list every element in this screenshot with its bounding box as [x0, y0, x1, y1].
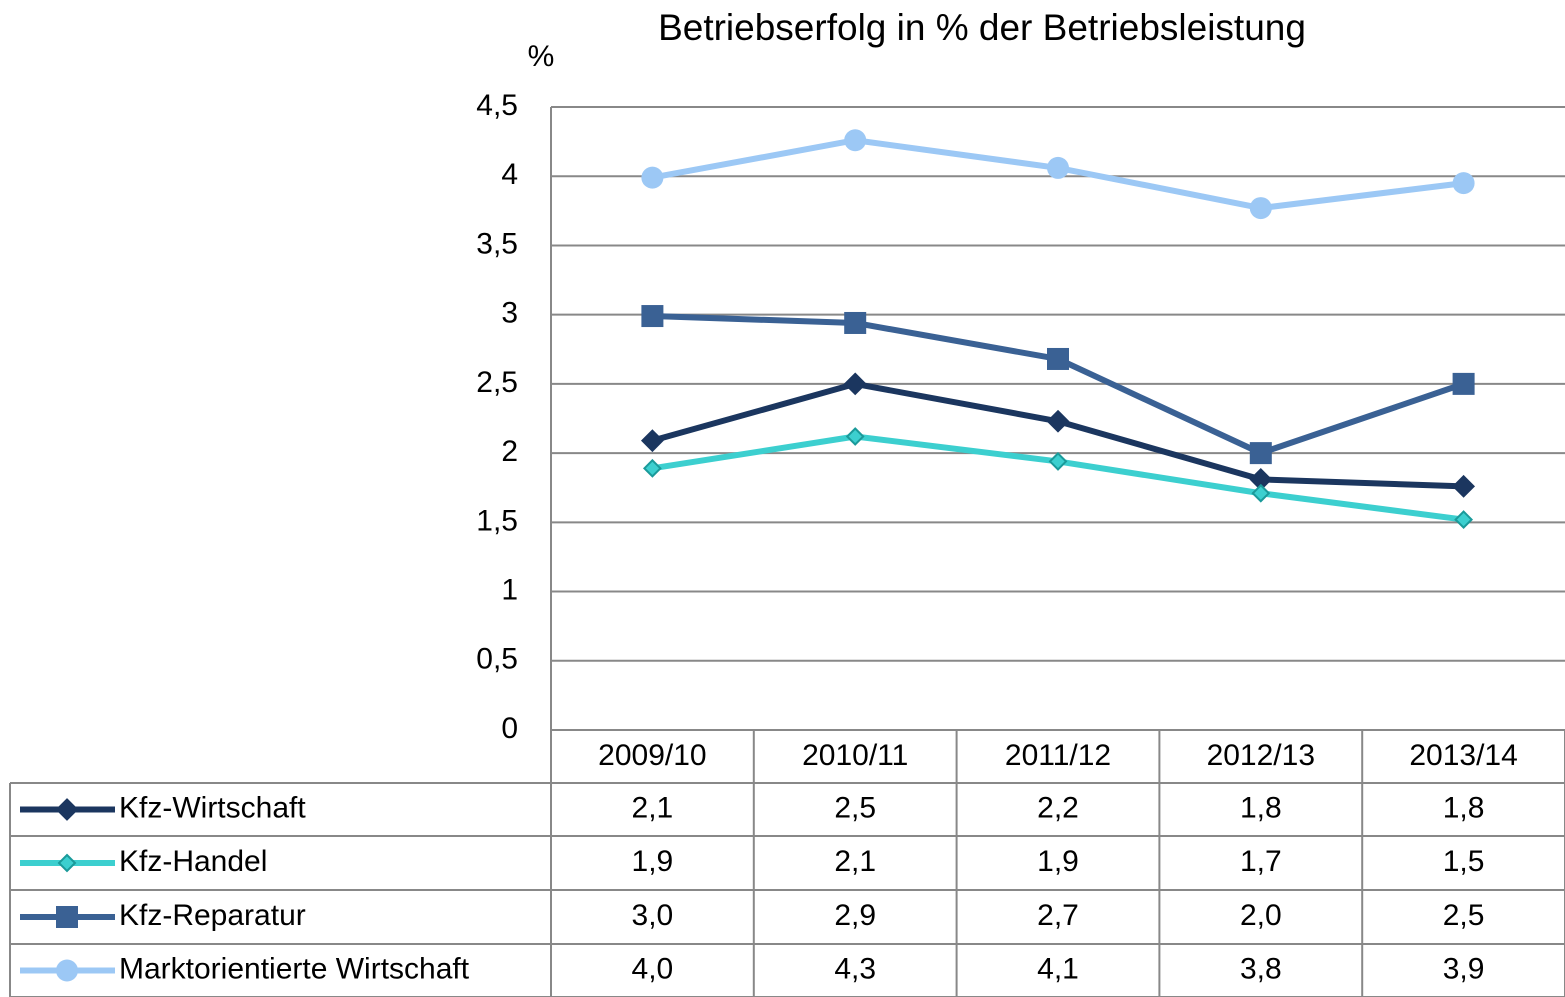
y-tick-label: 3,5: [476, 227, 518, 260]
y-tick-label: 2: [501, 435, 518, 468]
y-tick-label: 4,5: [476, 89, 518, 122]
marker: [1047, 347, 1069, 370]
table-value: 2,2: [1037, 791, 1079, 824]
table-value: 1,9: [632, 845, 674, 878]
marker: [641, 305, 664, 328]
marker: [1452, 474, 1476, 498]
marker: [1046, 409, 1070, 433]
table-value: 3,8: [1240, 952, 1282, 985]
table-value: 2,1: [834, 845, 876, 878]
series-line: [651, 380, 1464, 490]
marker: [1452, 172, 1475, 195]
y-tick-label: 0: [501, 712, 518, 745]
marker: [844, 129, 867, 152]
table-value: 1,7: [1240, 845, 1282, 878]
marker: [641, 166, 664, 189]
marker: [640, 429, 664, 453]
x-tick-label: 2011/12: [1005, 739, 1111, 772]
table-value: 1,9: [1037, 845, 1079, 878]
table-value: 2,5: [834, 791, 876, 824]
y-tick-label: 1,5: [476, 504, 518, 537]
legend-label: Kfz-Handel: [119, 845, 267, 878]
table-value: 2,5: [1443, 899, 1485, 932]
x-tick-label: 2013/14: [1409, 739, 1517, 772]
marker: [843, 372, 867, 396]
table-value: 2,0: [1240, 899, 1282, 932]
x-tick-label: 2009/10: [598, 739, 706, 772]
marker: [1249, 197, 1272, 220]
y-tick-label: 4: [501, 158, 518, 191]
table-value: 2,1: [632, 791, 674, 824]
table-value: 2,9: [834, 899, 876, 932]
legend-marker: [55, 798, 79, 821]
x-tick-label: 2012/13: [1207, 739, 1315, 772]
y-tick-label: 3: [501, 297, 518, 330]
marker: [1048, 452, 1068, 471]
marker: [1047, 156, 1069, 179]
table-value: 2,7: [1037, 899, 1079, 932]
table-value: 3,0: [632, 899, 674, 932]
table-value: 1,5: [1443, 845, 1485, 878]
marker: [642, 458, 662, 478]
legend-label: Kfz-Reparatur: [119, 899, 306, 932]
legend-label: Kfz-Wirtschaft: [119, 791, 306, 824]
table-value: 4,1: [1037, 952, 1079, 985]
marker: [1249, 442, 1272, 465]
legend-label: Marktorientierte Wirtschaft: [119, 952, 470, 985]
table-value: 1,8: [1240, 791, 1282, 824]
series-line: [651, 433, 1464, 523]
table-value: 3,9: [1443, 952, 1485, 985]
y-tick-label: 0,5: [476, 643, 518, 676]
table-value: 4,0: [632, 952, 674, 985]
chart-title: Betriebserfolg in % der Betriebsleistung: [658, 7, 1306, 48]
marker: [844, 311, 867, 334]
y-tick-label: 2,5: [476, 366, 518, 399]
legend-marker: [56, 959, 78, 982]
marker: [1452, 372, 1475, 395]
x-tick-label: 2010/11: [802, 739, 908, 772]
marker: [845, 427, 865, 446]
marker: [1251, 483, 1271, 503]
y-axis-label: %: [528, 40, 555, 73]
table-value: 4,3: [834, 952, 876, 985]
legend-marker: [56, 906, 78, 928]
marker: [1454, 510, 1474, 529]
y-tick-label: 1: [501, 573, 518, 606]
table-value: 1,8: [1443, 791, 1485, 824]
legend-marker: [57, 853, 77, 873]
